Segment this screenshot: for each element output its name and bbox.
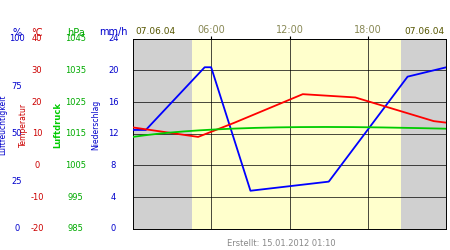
Text: 12: 12 xyxy=(108,129,119,138)
Text: 995: 995 xyxy=(68,192,84,202)
Text: 07.06.04: 07.06.04 xyxy=(404,27,444,36)
Text: %: % xyxy=(13,28,22,38)
Text: 1035: 1035 xyxy=(65,66,86,75)
Text: 10: 10 xyxy=(32,129,42,138)
Text: 100: 100 xyxy=(9,34,25,43)
Text: 1005: 1005 xyxy=(65,161,86,170)
Text: 8: 8 xyxy=(111,161,116,170)
Text: 4: 4 xyxy=(111,192,116,202)
Text: 25: 25 xyxy=(12,177,22,186)
Text: 20: 20 xyxy=(32,98,42,106)
Text: 16: 16 xyxy=(108,98,119,106)
Text: 30: 30 xyxy=(32,66,42,75)
Text: Temperatur: Temperatur xyxy=(19,103,28,147)
Text: Niederschlag: Niederschlag xyxy=(91,100,100,150)
Text: Luftfeuchtigkeit: Luftfeuchtigkeit xyxy=(0,95,8,155)
Text: -20: -20 xyxy=(30,224,44,233)
Text: 985: 985 xyxy=(68,224,84,233)
Text: 0: 0 xyxy=(34,161,40,170)
Text: °C: °C xyxy=(31,28,43,38)
Text: 07.06.04: 07.06.04 xyxy=(135,27,175,36)
Text: 75: 75 xyxy=(12,82,22,91)
Text: mm/h: mm/h xyxy=(99,28,128,38)
Bar xyxy=(192,39,400,229)
Text: Luftdruck: Luftdruck xyxy=(53,102,62,148)
Text: 1015: 1015 xyxy=(65,129,86,138)
Text: 24: 24 xyxy=(108,34,119,43)
Text: 0: 0 xyxy=(111,224,116,233)
Text: 0: 0 xyxy=(14,224,20,233)
Text: 40: 40 xyxy=(32,34,42,43)
Text: Erstellt: 15.01.2012 01:10: Erstellt: 15.01.2012 01:10 xyxy=(227,238,335,248)
Text: 20: 20 xyxy=(108,66,119,75)
Text: hPa: hPa xyxy=(67,28,85,38)
Text: 50: 50 xyxy=(12,129,22,138)
Text: -10: -10 xyxy=(30,192,44,202)
Text: 1045: 1045 xyxy=(65,34,86,43)
Text: 1025: 1025 xyxy=(65,98,86,106)
